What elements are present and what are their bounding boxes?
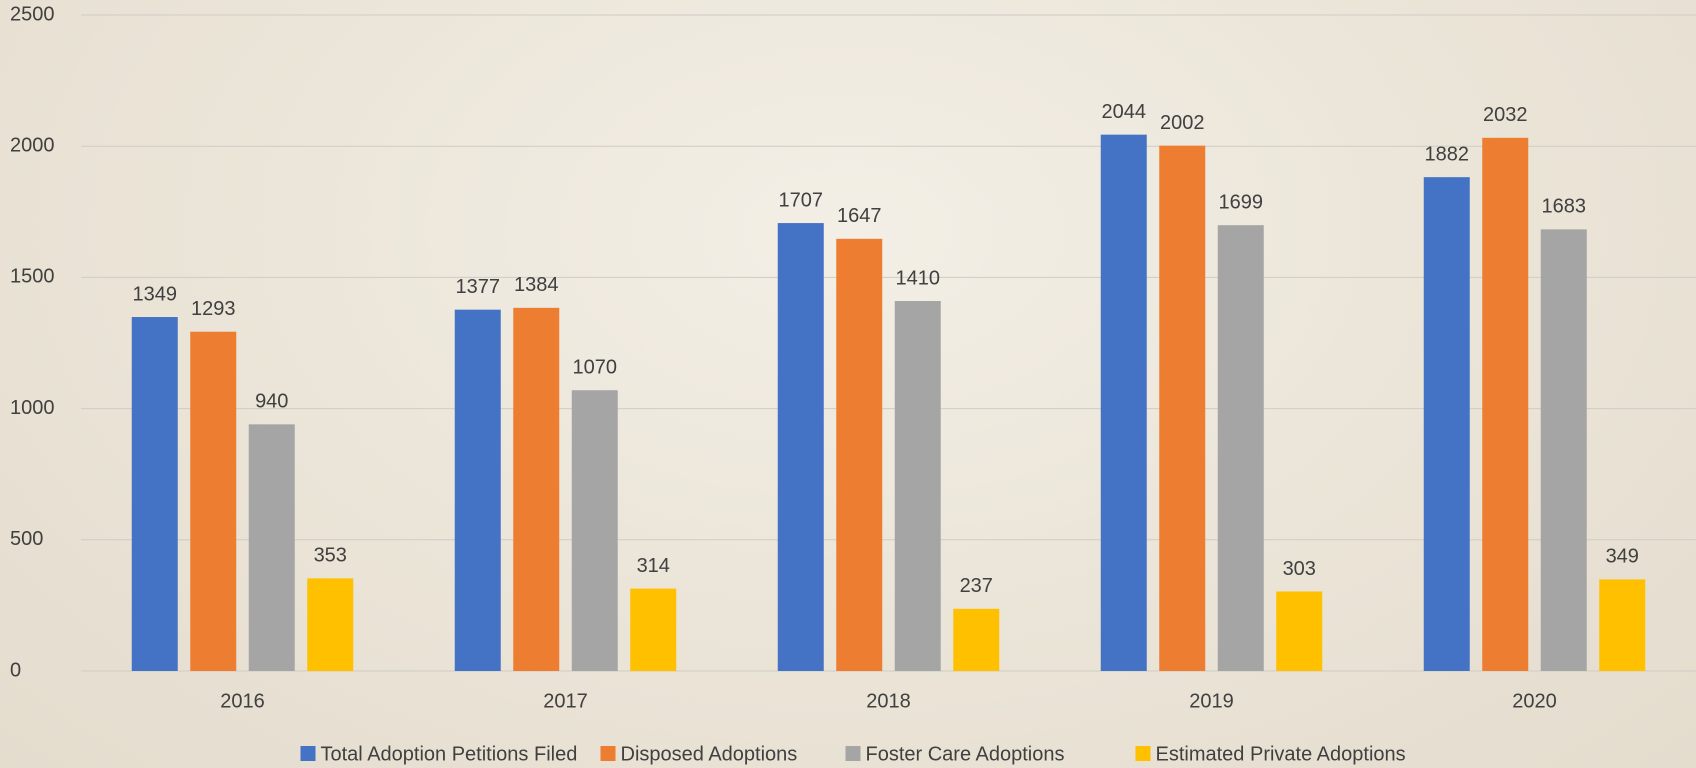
bar [630,588,677,671]
data-label: 237 [960,575,993,597]
data-label: 1377 [456,276,501,298]
bar [131,317,178,671]
data-label: 349 [1606,546,1639,568]
x-tick-label: 2018 [866,690,911,712]
bar [307,578,354,671]
data-label: 1410 [896,267,941,289]
data-label: 2032 [1483,104,1528,126]
data-label: 1647 [837,205,882,227]
data-label: 2044 [1102,101,1147,123]
legend-swatch [1135,746,1151,761]
y-tick-label: 0 [10,659,21,681]
y-tick-label: 1500 [10,266,55,288]
bar [1159,145,1206,672]
bar [571,390,618,671]
bar [190,331,237,671]
data-label: 1070 [573,357,618,379]
legend-swatch [845,746,861,761]
bar [894,301,941,671]
legend-swatch [600,746,616,761]
bar [1540,229,1587,671]
x-tick-label: 2020 [1512,690,1557,712]
bar [836,238,883,671]
y-tick-label: 500 [10,528,43,550]
data-label: 353 [314,545,347,567]
legend-swatch [300,746,316,761]
bar [1599,579,1646,671]
data-label: 1882 [1425,143,1470,165]
y-tick-label: 2000 [10,134,55,156]
bar [1423,177,1470,671]
bar [1482,137,1529,671]
legend-label: Disposed Adoptions [621,743,798,765]
data-label: 314 [637,555,670,577]
y-tick-label: 2500 [10,3,55,25]
data-label: 1384 [514,274,559,296]
y-tick-label: 1000 [10,397,55,419]
bar [248,424,295,671]
bar [513,307,560,671]
legend-label: Total Adoption Petitions Filed [321,743,578,765]
bar [454,309,501,671]
legend-label: Estimated Private Adoptions [1156,743,1406,765]
bar [1276,591,1323,671]
data-label: 1699 [1219,191,1264,213]
x-tick-label: 2017 [543,690,588,712]
bar [1100,134,1147,671]
x-tick-label: 2019 [1189,690,1234,712]
data-label: 2002 [1160,112,1205,134]
data-label: 303 [1283,558,1316,580]
legend-label: Foster Care Adoptions [866,743,1065,765]
data-label: 1349 [133,283,178,305]
data-label: 1707 [779,189,824,211]
x-tick-label: 2016 [220,690,265,712]
data-label: 940 [255,391,288,413]
bar [1217,225,1264,671]
bar [953,608,1000,671]
data-label: 1683 [1542,196,1587,218]
bar [777,223,824,672]
data-label: 1293 [191,298,236,320]
